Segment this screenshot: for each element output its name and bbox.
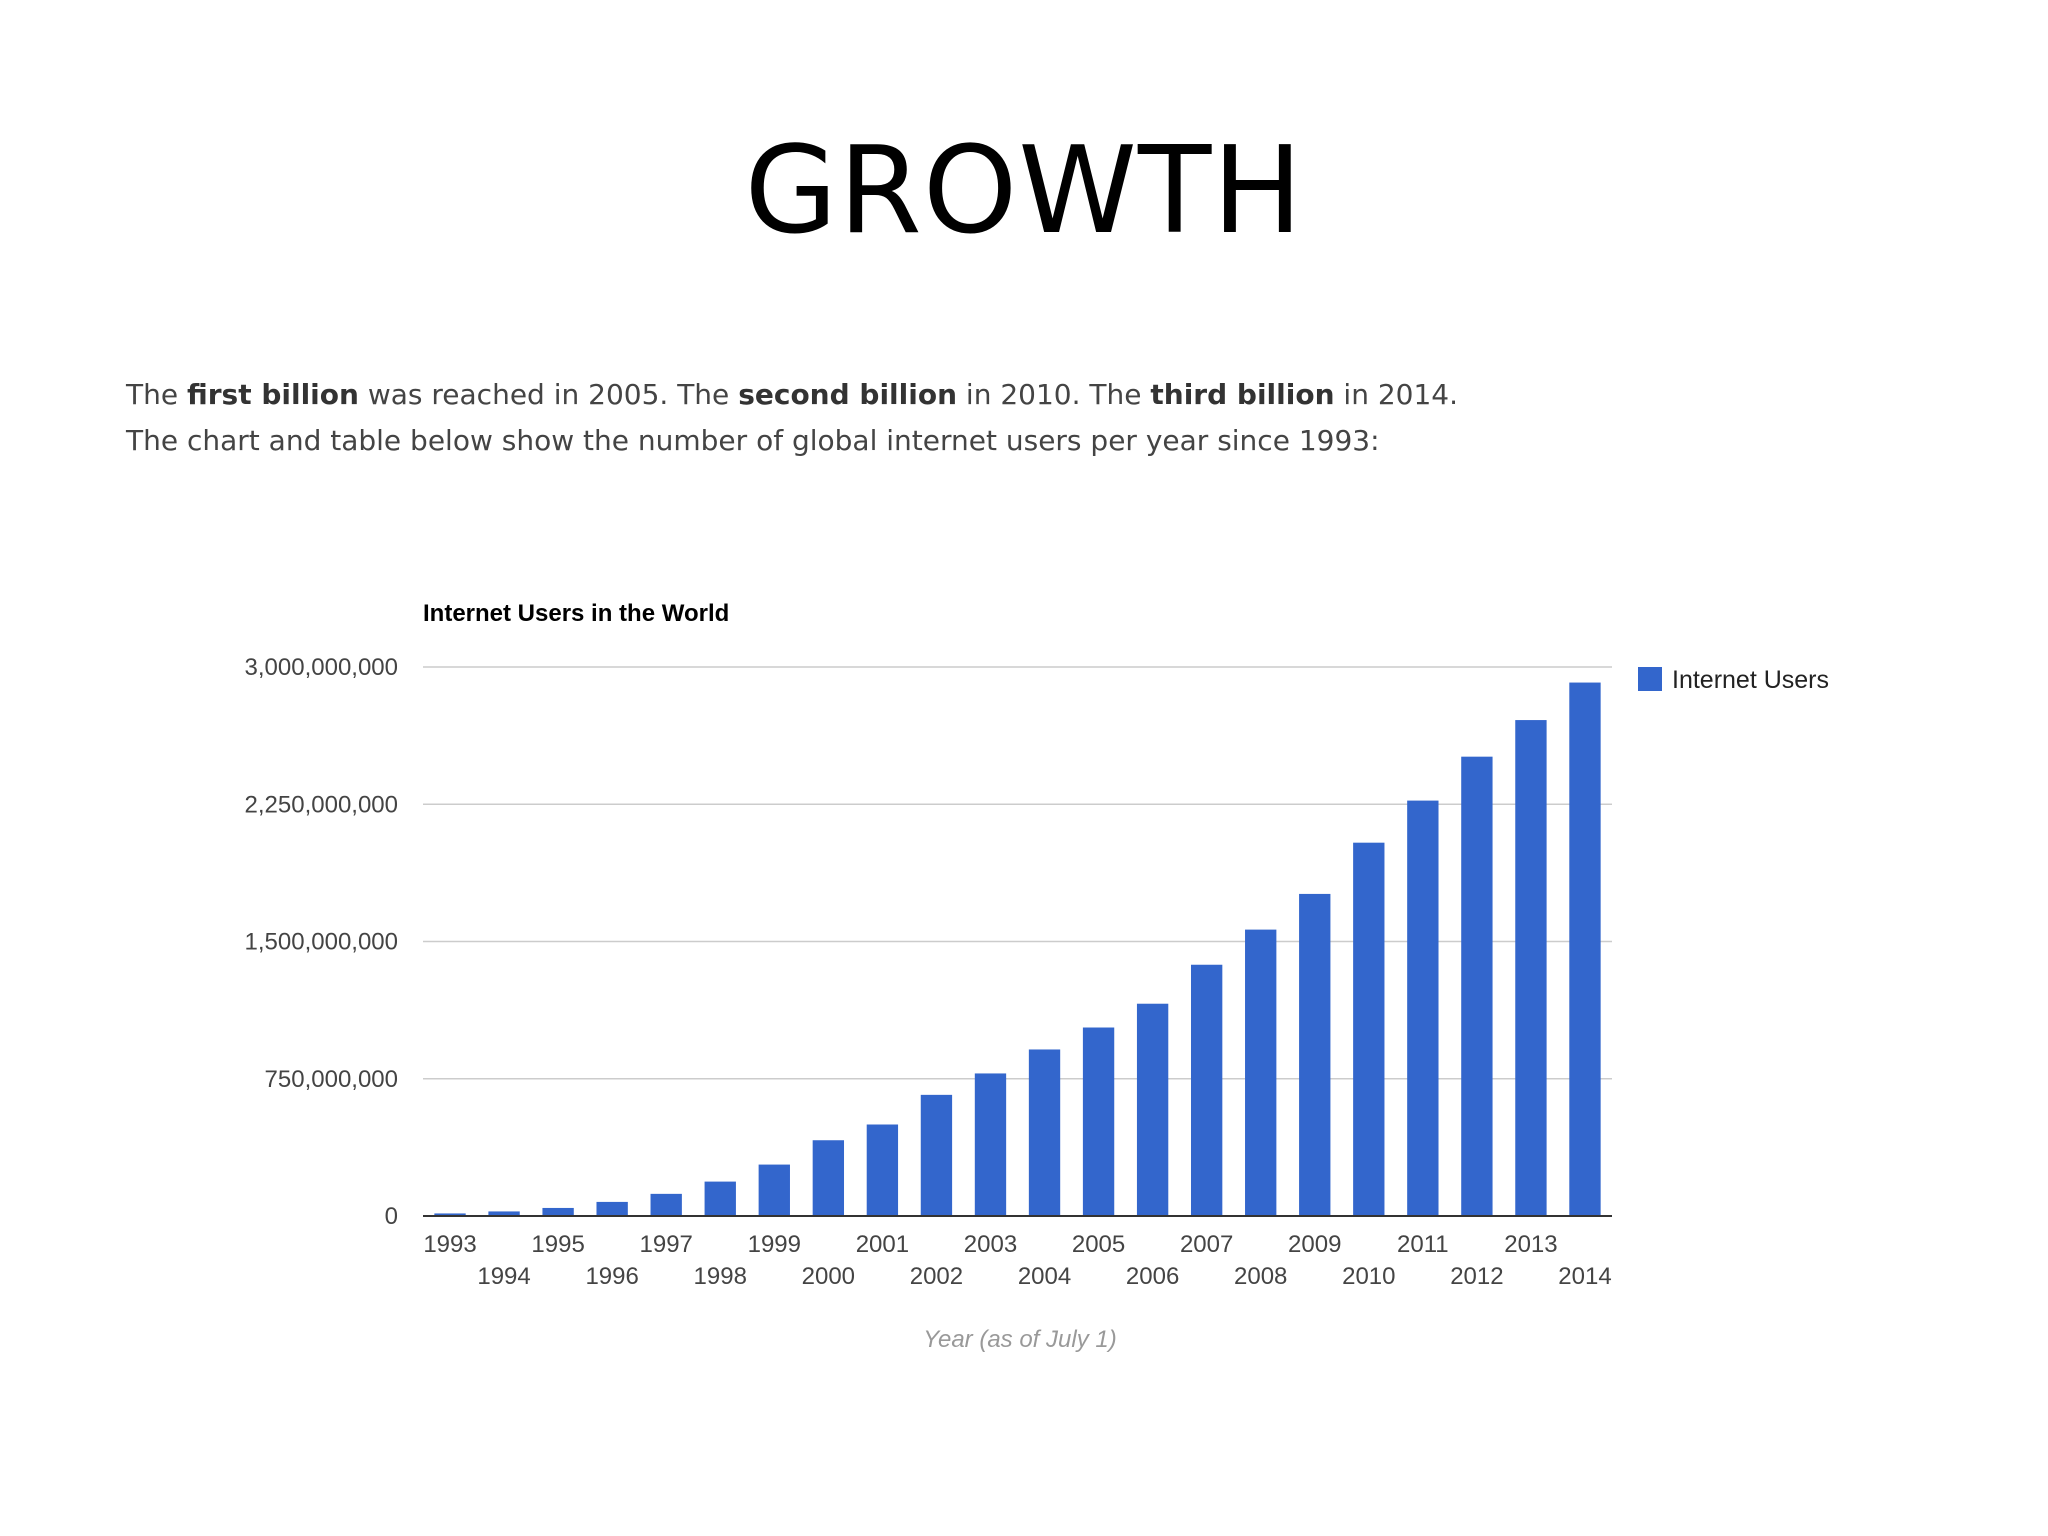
x-tick-label: 2004 — [1018, 1263, 1071, 1290]
bars — [434, 682, 1601, 1216]
y-tick-label: 1,500,000,000 — [245, 929, 398, 956]
x-tick-label: 1997 — [640, 1231, 693, 1258]
bar-1997 — [650, 1193, 682, 1216]
bar-2000 — [812, 1140, 845, 1216]
x-tick-label: 2001 — [856, 1231, 909, 1258]
intro-emphasis: third billion — [1150, 378, 1335, 411]
intro-fragment: in 2014. — [1334, 378, 1458, 411]
x-tick-label: 2011 — [1397, 1231, 1449, 1258]
x-tick-label: 2007 — [1180, 1231, 1233, 1258]
intro-fragment: was reached in 2005. The — [358, 378, 739, 411]
y-axis-ticks: 0 750,000,000 1,500,000,000 2,250,000,000 3,… — [245, 654, 398, 1230]
bar-2011 — [1407, 800, 1439, 1216]
y-tick-label: 3,000,000,000 — [245, 654, 398, 681]
y-tick-label: 2,250,000,000 — [245, 791, 398, 818]
bar-2002 — [920, 1094, 953, 1216]
bar-2008 — [1245, 929, 1277, 1216]
legend-label-internet-users: Internet Users — [1672, 666, 1829, 694]
x-tick-label: 1995 — [531, 1231, 584, 1258]
intro-emphasis: first billion — [186, 378, 359, 411]
x-tick-label: 1999 — [748, 1231, 801, 1258]
bar-2005 — [1082, 1027, 1115, 1216]
bar-1993 — [434, 1213, 466, 1216]
bar-2003 — [974, 1073, 1007, 1216]
x-tick-label: 2010 — [1342, 1263, 1395, 1290]
intro-line-1: The first billion was reached in 2005. T… — [126, 372, 1926, 418]
chart-title: Internet Users in the World — [423, 600, 729, 627]
bar-2007 — [1190, 964, 1223, 1216]
legend: Internet Users — [1638, 666, 1829, 694]
legend-swatch — [1638, 667, 1662, 691]
y-tick-label: 0 — [385, 1203, 398, 1230]
x-axis-ticks: 1993199419951996199719981999200020012002… — [423, 1231, 1611, 1290]
bar-2001 — [866, 1124, 899, 1216]
x-tick-label: 2000 — [802, 1263, 855, 1290]
intro-text: The first billion was reached in 2005. T… — [126, 372, 1926, 464]
bar-2014 — [1569, 682, 1601, 1216]
intro-emphasis: second billion — [738, 378, 958, 411]
x-tick-label: 1994 — [477, 1263, 530, 1290]
bar-2013 — [1515, 720, 1547, 1216]
bar-2012 — [1461, 756, 1493, 1216]
x-tick-label: 2005 — [1072, 1231, 1125, 1258]
x-axis-label: Year (as of July 1) — [923, 1326, 1116, 1353]
bar-2010 — [1353, 842, 1385, 1216]
x-tick-label: 2013 — [1504, 1231, 1557, 1258]
intro-line-2: The chart and table below show the numbe… — [126, 424, 1380, 457]
x-tick-label: 2003 — [964, 1231, 1017, 1258]
x-tick-label: 1996 — [585, 1263, 638, 1290]
slide-title: GROWTH — [744, 122, 1304, 261]
bar-1994 — [488, 1211, 520, 1216]
bar-2009 — [1299, 893, 1331, 1216]
bar-1998 — [704, 1181, 736, 1216]
bar-2004 — [1028, 1049, 1061, 1216]
bar-1995 — [542, 1207, 574, 1216]
intro-fragment: in 2010. The — [957, 378, 1151, 411]
x-tick-label: 1993 — [423, 1231, 476, 1258]
x-tick-label: 1998 — [694, 1263, 747, 1290]
x-tick-label: 2012 — [1450, 1263, 1503, 1290]
bar-2006 — [1136, 1003, 1169, 1216]
bar-1999 — [758, 1164, 790, 1216]
x-tick-label: 2009 — [1288, 1231, 1341, 1258]
x-tick-label: 2014 — [1558, 1263, 1611, 1290]
x-tick-label: 2006 — [1126, 1263, 1179, 1290]
y-tick-label: 750,000,000 — [265, 1066, 398, 1093]
x-tick-label: 2008 — [1234, 1263, 1287, 1290]
bar-1996 — [596, 1201, 628, 1216]
x-tick-label: 2002 — [910, 1263, 963, 1290]
intro-fragment: The — [126, 378, 187, 411]
